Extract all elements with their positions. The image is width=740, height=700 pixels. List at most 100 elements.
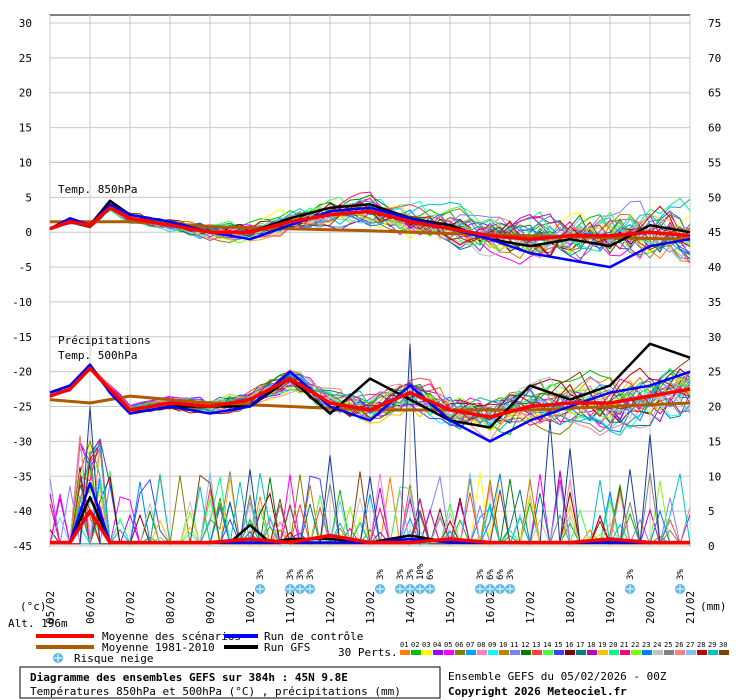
member-label: 18 bbox=[587, 641, 595, 649]
member-swatch bbox=[477, 650, 487, 655]
member-label: 17 bbox=[576, 641, 584, 649]
date-tick-label: 12/02 bbox=[324, 591, 337, 624]
date-tick-label: 15/02 bbox=[444, 591, 457, 624]
member-swatch bbox=[675, 650, 685, 655]
right-tick-label: 40 bbox=[708, 261, 721, 274]
snow-risk-row: 3% 3% 3% 3% 3% 3% 3% 10% 6% 3% 6% 6% 3% 3% 3% bbox=[255, 563, 686, 594]
date-tick-label: 06/02 bbox=[84, 591, 97, 624]
precip-spike bbox=[619, 469, 641, 544]
main-series bbox=[49, 199, 691, 545]
legend-gfs: Run GFS bbox=[264, 641, 310, 654]
left-tick-label: -20 bbox=[12, 366, 32, 379]
date-tick-label: 13/02 bbox=[364, 591, 377, 624]
date-tick-label: 05/02 bbox=[44, 591, 57, 624]
date-tick-label: 17/02 bbox=[524, 591, 537, 624]
right-tick-label: 15 bbox=[708, 435, 721, 448]
snow-risk-icon bbox=[255, 584, 265, 594]
label-t500: Temp. 500hPa bbox=[58, 349, 137, 362]
precip-spike bbox=[239, 469, 261, 544]
member-label: 08 bbox=[477, 641, 485, 649]
snow-risk-icon bbox=[475, 584, 485, 594]
member-swatch bbox=[554, 650, 564, 655]
member-t850-line bbox=[49, 206, 691, 262]
member-label: 11 bbox=[510, 641, 518, 649]
left-tick-label: -25 bbox=[12, 401, 32, 414]
snow-risk-icon bbox=[375, 584, 385, 594]
date-tick-label: 09/02 bbox=[204, 591, 217, 624]
axes: 302520151050-5-10-15-20-25-30-35-40-4575… bbox=[12, 17, 721, 624]
precip-gfs-line bbox=[50, 495, 690, 544]
member-swatch bbox=[664, 650, 674, 655]
snow-risk-pct: 3% bbox=[476, 569, 486, 580]
member-swatch bbox=[466, 650, 476, 655]
left-tick-label: 15 bbox=[19, 122, 32, 135]
left-tick-label: -5 bbox=[19, 261, 32, 274]
member-label: 30 bbox=[719, 641, 727, 649]
member-swatch bbox=[521, 650, 531, 655]
date-tick-label: 20/02 bbox=[644, 591, 657, 624]
member-swatch bbox=[411, 650, 421, 655]
member-label: 22 bbox=[631, 641, 639, 649]
member-label: 12 bbox=[521, 641, 529, 649]
member-swatch bbox=[455, 650, 465, 655]
date-tick-label: 21/02 bbox=[684, 591, 697, 624]
snow-risk-pct: 3% bbox=[296, 569, 306, 580]
member-label: 27 bbox=[686, 641, 694, 649]
snow-risk-pct: 3% bbox=[506, 569, 516, 580]
legend-snow: Risque neige bbox=[74, 652, 153, 665]
right-tick-label: 20 bbox=[708, 401, 721, 414]
snow-risk-pct: 3% bbox=[676, 569, 686, 580]
right-tick-label: 0 bbox=[708, 540, 715, 553]
snow-risk-pct: 3% bbox=[306, 569, 316, 580]
date-tick-label: 19/02 bbox=[604, 591, 617, 624]
legend: Moyenne des scénarios Moyenne 1981-2010 … bbox=[36, 630, 729, 665]
snow-risk-pct: 3% bbox=[376, 569, 386, 580]
member-swatch bbox=[400, 650, 410, 655]
snow-risk-icon bbox=[305, 584, 315, 594]
footer-subtitle: Températures 850hPa et 500hPa (°C) , pré… bbox=[30, 685, 401, 698]
member-swatch bbox=[532, 650, 542, 655]
member-swatch bbox=[444, 650, 454, 655]
footer-box bbox=[19, 666, 441, 699]
snow-risk-icon bbox=[425, 584, 435, 594]
member-label: 01 bbox=[400, 641, 408, 649]
t850-gfs-line bbox=[49, 199, 691, 248]
left-tick-label: -45 bbox=[12, 540, 32, 553]
snow-risk-icon bbox=[395, 584, 405, 594]
precip-spike bbox=[399, 343, 421, 544]
precip-spike bbox=[319, 455, 341, 544]
right-tick-label: 70 bbox=[708, 52, 721, 65]
snow-risk-icon bbox=[625, 584, 635, 594]
left-tick-label: -35 bbox=[12, 470, 32, 483]
member-label: 19 bbox=[598, 641, 606, 649]
grid bbox=[49, 14, 691, 547]
snow-risk-icon bbox=[405, 584, 415, 594]
date-tick-label: 18/02 bbox=[564, 591, 577, 624]
member-swatch bbox=[642, 650, 652, 655]
precip-spike bbox=[539, 420, 561, 544]
t500-mean-line bbox=[49, 366, 691, 419]
member-label: 28 bbox=[697, 641, 705, 649]
right-tick-label: 60 bbox=[708, 122, 721, 135]
left-tick-label: 10 bbox=[19, 156, 32, 169]
member-label: 24 bbox=[653, 641, 661, 649]
snow-risk-icon bbox=[505, 584, 515, 594]
member-label: 21 bbox=[620, 641, 628, 649]
right-axis-unit: (mm) bbox=[700, 600, 727, 613]
date-tick-label: 16/02 bbox=[484, 591, 497, 624]
left-tick-label: 25 bbox=[19, 52, 32, 65]
snow-risk-pct: 3% bbox=[406, 569, 416, 580]
left-tick-label: 20 bbox=[19, 87, 32, 100]
member-label: 03 bbox=[422, 641, 430, 649]
legend-snow-icon bbox=[53, 653, 63, 663]
snow-risk-pct: 6% bbox=[426, 569, 436, 580]
left-axis-unit: (°c) bbox=[20, 600, 47, 613]
left-tick-label: -10 bbox=[12, 296, 32, 309]
member-swatch bbox=[653, 650, 663, 655]
member-swatch bbox=[609, 650, 619, 655]
snow-risk-pct: 3% bbox=[626, 569, 636, 580]
member-swatch bbox=[587, 650, 597, 655]
member-label: 15 bbox=[554, 641, 562, 649]
left-tick-label: -15 bbox=[12, 331, 32, 344]
date-tick-label: 11/02 bbox=[284, 591, 297, 624]
